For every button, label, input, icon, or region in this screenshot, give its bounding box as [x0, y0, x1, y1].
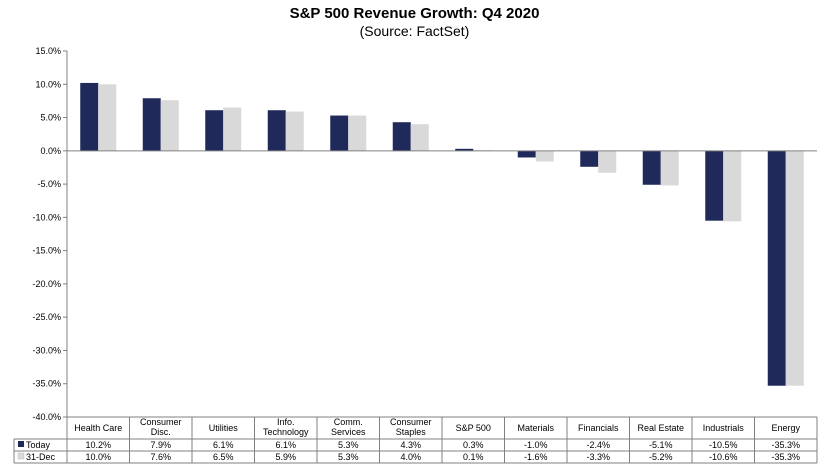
y-tick-label: -35.0%: [32, 379, 61, 389]
data-label: -35.3%: [771, 440, 800, 450]
bar-31-dec: [723, 150, 742, 222]
data-label: -10.6%: [709, 452, 738, 462]
data-label: -5.1%: [649, 440, 673, 450]
bar-31-dec: [98, 84, 117, 151]
legend-key-31-dec: [17, 452, 25, 460]
bar-today: [642, 150, 661, 185]
category-label: Industrials: [703, 423, 745, 433]
data-label: 4.0%: [400, 452, 421, 462]
data-label: 0.1%: [463, 452, 484, 462]
y-tick-label: -20.0%: [32, 279, 61, 289]
category-label: Consumer: [140, 417, 182, 427]
legend-key-today: [18, 441, 24, 447]
bar-today: [205, 110, 224, 151]
bar-today: [80, 82, 99, 151]
category-label: Utilities: [209, 423, 239, 433]
category-label: Technology: [263, 427, 309, 437]
bar-today: [580, 150, 599, 167]
category-label: Financials: [578, 423, 619, 433]
data-label: 6.5%: [213, 452, 234, 462]
category-label: Comm.: [334, 417, 363, 427]
bars: [67, 82, 817, 386]
bar-31-dec: [598, 150, 617, 173]
data-label: 5.3%: [338, 452, 359, 462]
data-label: 7.6%: [150, 452, 171, 462]
bar-today: [705, 150, 724, 221]
category-label: Info.: [277, 417, 295, 427]
data-label: 7.9%: [150, 440, 171, 450]
category-label: Materials: [517, 423, 554, 433]
y-tick-label: 15.0%: [35, 46, 61, 56]
bar-31-dec: [410, 124, 429, 151]
data-label: 4.3%: [400, 440, 421, 450]
data-label: 10.2%: [85, 440, 111, 450]
data-label: 0.3%: [463, 440, 484, 450]
bar-today: [517, 150, 536, 158]
y-tick-label: 5.0%: [40, 113, 61, 123]
y-tick-label: -40.0%: [32, 412, 61, 422]
data-label: 10.0%: [85, 452, 111, 462]
bar-31-dec: [285, 111, 304, 151]
data-label: 5.3%: [338, 440, 359, 450]
category-label: Health Care: [74, 423, 122, 433]
data-label: -35.3%: [771, 452, 800, 462]
chart-title: S&P 500 Revenue Growth: Q4 2020: [289, 5, 540, 22]
data-label: 6.1%: [275, 440, 296, 450]
y-tick-label: -25.0%: [32, 312, 61, 322]
y-tick-label: 0.0%: [40, 146, 61, 156]
bar-31-dec: [785, 150, 804, 386]
y-axis: 15.0% 10.0% 5.0% 0.0% -5.0% -10.0% -15.0% -20.0…: [32, 46, 68, 422]
chart-subtitle: (Source: FactSet): [359, 23, 470, 39]
data-label: 6.1%: [213, 440, 234, 450]
legend-label: 31-Dec: [26, 452, 56, 462]
y-tick-label: 10.0%: [35, 79, 61, 89]
category-label: Services: [331, 427, 366, 437]
category-label: Energy: [771, 423, 800, 433]
data-label: -10.5%: [709, 440, 738, 450]
bar-today: [142, 98, 161, 151]
data-label: -5.2%: [649, 452, 673, 462]
bar-31-dec: [535, 150, 554, 162]
category-label: Staples: [396, 427, 427, 437]
bar-today: [455, 148, 474, 151]
data-label: -3.3%: [586, 452, 610, 462]
y-tick-label: -15.0%: [32, 246, 61, 256]
y-tick-label: -10.0%: [32, 212, 61, 222]
data-label: 5.9%: [275, 452, 296, 462]
bar-31-dec: [223, 107, 242, 151]
bar-today: [330, 115, 349, 151]
bar-31-dec: [160, 100, 179, 151]
data-label: -1.0%: [524, 440, 548, 450]
bar-today: [767, 150, 786, 386]
bar-today: [267, 110, 286, 151]
category-label: Disc.: [151, 427, 171, 437]
category-label: Consumer: [390, 417, 432, 427]
bar-31-dec: [348, 115, 367, 151]
bar-31-dec: [660, 150, 679, 186]
legend-label: Today: [26, 440, 51, 450]
category-label: Real Estate: [637, 423, 684, 433]
data-label: -2.4%: [586, 440, 610, 450]
y-tick-label: -5.0%: [37, 179, 61, 189]
bar-today: [392, 122, 411, 151]
y-tick-label: -30.0%: [32, 345, 61, 355]
data-label: -1.6%: [524, 452, 548, 462]
category-label: S&P 500: [456, 423, 491, 433]
